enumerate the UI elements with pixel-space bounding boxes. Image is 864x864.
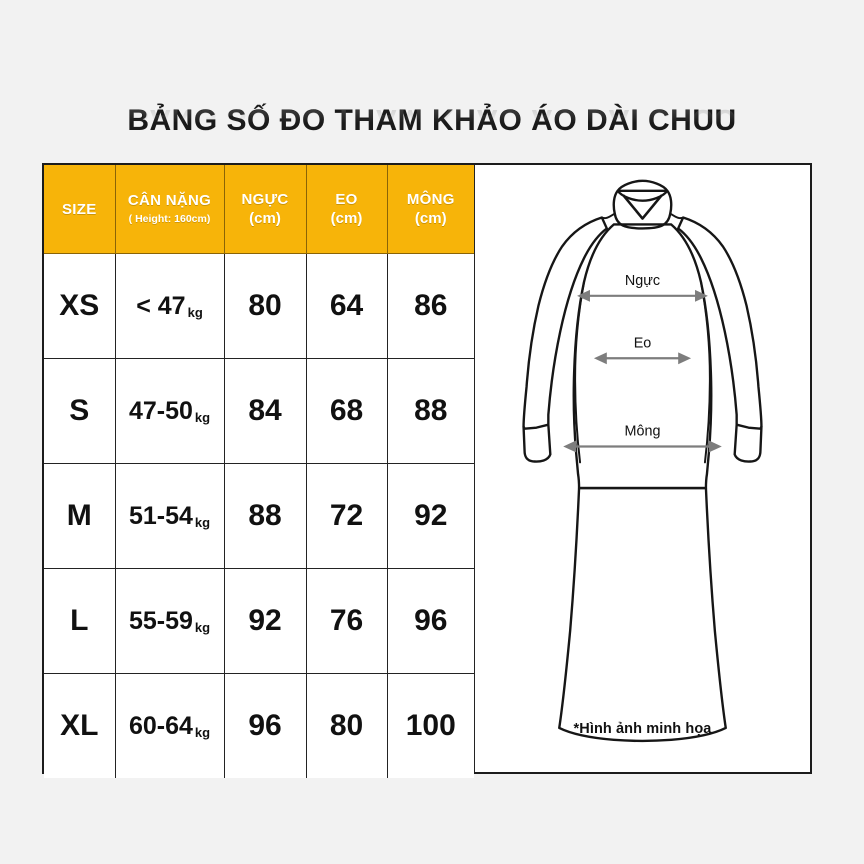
cell-weight-value: 55-59 (128, 606, 193, 635)
cell-weight-unit: kg (194, 514, 211, 530)
cell-weight-value: < 47 (136, 291, 186, 320)
page-title-area: BẢNG SỐ ĐO THAM KHẢO ÁO DÀI CHUU BẢNG SỐ… (0, 103, 864, 162)
table-header: SIZE CÂN NẶNG ( Height: 160cm) NGỰC (cm)… (44, 165, 474, 254)
cell-bust: 80 (223, 253, 307, 359)
column-header-hip-unit: (cm) (414, 210, 447, 227)
column-header-hip: MÔNG (cm) (387, 165, 474, 254)
illustration-pane: Ngực Eo Mông *Hình ảnh minh họa (474, 165, 810, 772)
measurement-arrows (563, 289, 722, 453)
hip-measure-arrow (563, 440, 722, 453)
size-table: SIZE CÂN NẶNG ( Height: 160cm) NGỰC (cm)… (44, 165, 474, 778)
collar-band (612, 189, 673, 230)
cell-waist: 64 (305, 253, 388, 359)
table-row: S 47-50 kg 84 68 88 (44, 358, 474, 464)
left-side-seam (574, 280, 586, 464)
right-cuff (733, 423, 763, 463)
cell-size: S (44, 358, 116, 464)
column-header-weight-sublabel: ( Height: 160cm) (128, 213, 211, 225)
collar-top (616, 179, 669, 202)
table-row: XL 60-64 kg 96 80 100 (44, 673, 474, 778)
cell-size: M (44, 463, 116, 569)
illustration-caption: *Hình ảnh minh họa (573, 721, 712, 737)
cell-waist: 68 (305, 358, 388, 464)
cell-bust: 96 (223, 673, 307, 778)
cell-weight: 47-50 kg (114, 358, 225, 464)
cell-size: L (44, 568, 116, 674)
cell-weight-unit: kg (194, 619, 211, 635)
cell-weight-value: 47-50 (128, 396, 193, 425)
cell-waist: 72 (305, 463, 388, 569)
column-header-waist-label: EO (335, 191, 358, 208)
right-shoulder-seam (669, 212, 685, 220)
bodice (572, 223, 713, 490)
column-header-waist: EO (cm) (306, 165, 388, 254)
cell-bust: 88 (223, 463, 307, 569)
skirt (558, 486, 727, 743)
column-header-hip-label: MÔNG (406, 191, 455, 208)
cell-hip: 88 (386, 358, 474, 464)
cell-weight-unit: kg (194, 409, 211, 425)
table-body: XS < 47 kg 80 64 86 S 47-50 kg 84 68 88 M … (44, 253, 474, 778)
neckline-v (622, 194, 663, 220)
right-sleeve (676, 216, 763, 430)
ao-dai-illustration: Ngực Eo Mông (522, 179, 763, 743)
cell-waist: 76 (305, 568, 388, 674)
column-header-size: SIZE (44, 165, 116, 254)
cell-weight-value: 51-54 (128, 501, 193, 530)
cell-size: XL (44, 673, 116, 778)
column-header-weight: CÂN NẶNG ( Height: 160cm) (115, 165, 225, 254)
cell-size: XS (44, 253, 116, 359)
left-cuff (522, 423, 552, 463)
column-header-bust-unit: (cm) (249, 210, 281, 227)
cell-hip: 92 (386, 463, 474, 569)
table-header-row: SIZE CÂN NẶNG ( Height: 160cm) NGỰC (cm)… (44, 165, 474, 254)
column-header-waist-unit: (cm) (330, 210, 363, 227)
column-header-bust: NGỰC (cm) (224, 165, 307, 254)
cell-hip: 86 (386, 253, 474, 359)
hip-measure-label: Mông (625, 424, 661, 440)
left-shoulder-seam (600, 212, 616, 220)
table-row: XS < 47 kg 80 64 86 (44, 253, 474, 359)
cell-weight: 55-59 kg (114, 568, 225, 674)
cell-weight: < 47 kg (114, 253, 225, 359)
waist-measure-arrow (593, 352, 692, 365)
waist-measure-label: Eo (634, 335, 652, 351)
bust-measure-arrow (577, 289, 708, 302)
cell-waist: 80 (305, 673, 388, 778)
cell-weight-unit: kg (194, 724, 211, 740)
table-row: M 51-54 kg 88 72 92 (44, 463, 474, 569)
column-header-size-label: SIZE (61, 200, 97, 218)
cell-hip: 100 (386, 673, 474, 778)
column-header-weight-label: CÂN NẶNG (127, 192, 212, 209)
column-header-bust-label: NGỰC (241, 191, 289, 208)
size-chart-panel: SIZE CÂN NẶNG ( Height: 160cm) NGỰC (cm)… (42, 163, 812, 778)
right-side-seam (699, 280, 711, 464)
cell-bust: 84 (223, 358, 307, 464)
cell-weight-value: 60-64 (128, 711, 193, 740)
left-sleeve (522, 216, 609, 430)
cell-bust: 92 (223, 568, 307, 674)
cell-hip: 96 (386, 568, 474, 674)
table-row: L 55-59 kg 92 76 96 (44, 568, 474, 674)
cell-weight: 51-54 kg (114, 463, 225, 569)
bust-measure-label: Ngực (625, 273, 660, 289)
cell-weight: 60-64 kg (114, 673, 225, 778)
page-title: BẢNG SỐ ĐO THAM KHẢO ÁO DÀI CHUU (127, 104, 737, 137)
cell-weight-unit: kg (187, 304, 203, 320)
